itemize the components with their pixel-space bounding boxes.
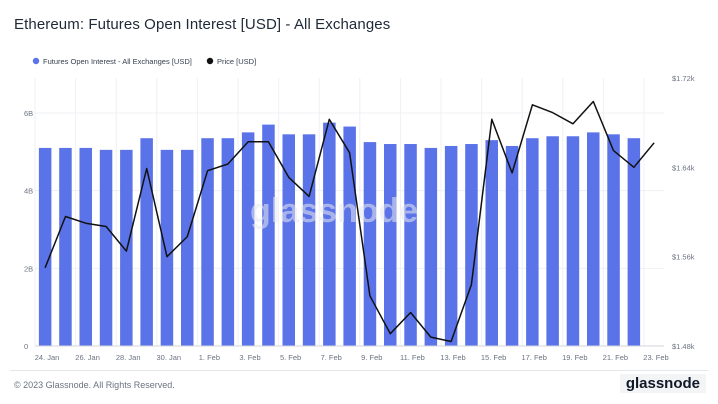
oi-bar[interactable] xyxy=(181,149,194,346)
oi-bar[interactable] xyxy=(424,147,438,346)
oi-bar[interactable] xyxy=(566,136,580,346)
brand-logo: glassnode xyxy=(619,374,706,393)
legend: Futures Open Interest - All Exchanges [U… xyxy=(32,57,256,66)
oi-bar[interactable] xyxy=(465,144,478,346)
oi-bar[interactable] xyxy=(221,138,235,346)
y-left-tick-label: 6B xyxy=(24,109,33,118)
x-tick-label: 3. Feb xyxy=(239,353,260,362)
oi-bar[interactable] xyxy=(140,138,153,346)
oi-bar[interactable] xyxy=(607,134,620,346)
oi-bar[interactable] xyxy=(99,149,113,346)
x-tick-label: 13. Feb xyxy=(440,353,465,362)
oi-bar[interactable] xyxy=(404,144,417,346)
oi-bar[interactable] xyxy=(546,136,559,346)
oi-bars xyxy=(38,122,641,347)
oi-bar[interactable] xyxy=(627,138,641,346)
oi-bar[interactable] xyxy=(343,126,356,347)
x-tick-label: 28. Jan xyxy=(116,353,141,362)
oi-bar[interactable] xyxy=(587,132,600,346)
oi-bar[interactable] xyxy=(485,140,499,346)
x-tick-label: 30. Jan xyxy=(156,353,181,362)
oi-bar[interactable] xyxy=(282,134,296,346)
copyright-text: © 2023 Glassnode. All Rights Reserved. xyxy=(14,380,175,390)
y-left-tick-label: 4B xyxy=(24,187,33,196)
y-right-tick-label: $1.56k xyxy=(672,253,695,262)
oi-bar[interactable] xyxy=(363,142,377,346)
y-right-tick-label: $1.48k xyxy=(672,342,695,351)
x-tick-label: 24. Jan xyxy=(35,353,60,362)
y-left-tick-label: 0 xyxy=(24,342,28,351)
legend-oi-swatch xyxy=(32,57,40,65)
oi-bar[interactable] xyxy=(59,147,72,346)
oi-bar[interactable] xyxy=(79,147,93,346)
x-tick-label: 5. Feb xyxy=(280,353,301,362)
x-tick-label: 17. Feb xyxy=(521,353,546,362)
y-right-tick-label: $1.72k xyxy=(672,74,695,83)
oi-bar[interactable] xyxy=(160,149,174,346)
legend-price-swatch xyxy=(206,57,214,65)
chart-area[interactable]: Futures Open Interest - All Exchanges [U… xyxy=(0,0,718,370)
oi-bar[interactable] xyxy=(241,132,255,346)
oi-bar[interactable] xyxy=(262,124,275,346)
footer-divider xyxy=(10,370,708,371)
oi-bar[interactable] xyxy=(201,138,214,346)
x-tick-label: 9. Feb xyxy=(361,353,382,362)
gridlines xyxy=(34,78,664,347)
x-tick-label: 26. Jan xyxy=(75,353,100,362)
x-tick-label: 7. Feb xyxy=(321,353,342,362)
x-tick-label: 19. Feb xyxy=(562,353,587,362)
oi-bar[interactable] xyxy=(384,144,397,346)
oi-bar[interactable] xyxy=(38,147,52,346)
x-tick-label: 23. Feb xyxy=(643,353,668,362)
oi-bar[interactable] xyxy=(526,138,539,346)
legend-price-label[interactable]: Price [USD] xyxy=(217,57,256,66)
legend-oi-label[interactable]: Futures Open Interest - All Exchanges [U… xyxy=(43,57,192,66)
chart-title: Ethereum: Futures Open Interest [USD] - … xyxy=(14,16,391,33)
x-tick-label: 1. Feb xyxy=(199,353,220,362)
oi-bar[interactable] xyxy=(444,145,458,346)
y-left-tick-label: 2B xyxy=(24,264,33,273)
oi-bar[interactable] xyxy=(120,149,133,346)
x-tick-label: 21. Feb xyxy=(603,353,628,362)
axes: 0 2B 4B 6B $1.48k $1.56k $1.64k $1.72k 24. Jan 26… xyxy=(24,74,695,362)
price-line-layer xyxy=(44,100,655,343)
oi-bar[interactable] xyxy=(505,145,519,346)
oi-bar[interactable] xyxy=(323,122,336,347)
x-tick-label: 11. Feb xyxy=(400,353,425,362)
y-right-tick-label: $1.64k xyxy=(672,163,695,172)
x-tick-label: 15. Feb xyxy=(481,353,506,362)
price-line[interactable] xyxy=(44,100,655,343)
oi-bar[interactable] xyxy=(302,134,316,346)
